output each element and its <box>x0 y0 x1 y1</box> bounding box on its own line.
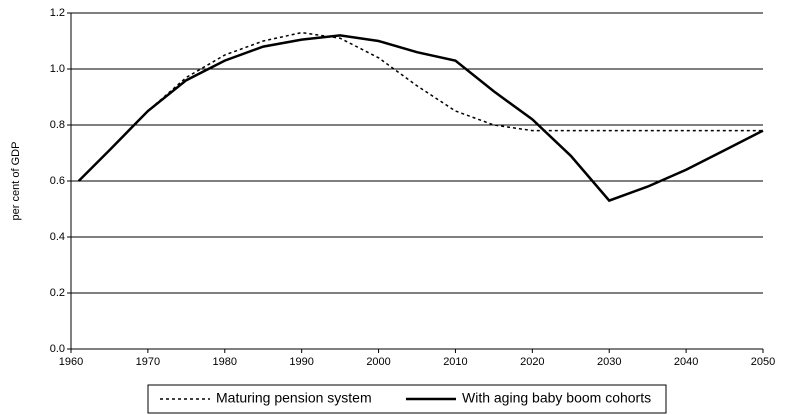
x-tick-label: 1990 <box>289 356 313 368</box>
x-tick-label: 2020 <box>520 356 544 368</box>
y-tick-label: 0.8 <box>50 119 65 131</box>
x-tick-label: 2030 <box>597 356 621 368</box>
x-tick-label: 2000 <box>366 356 390 368</box>
x-tick-label: 1980 <box>213 356 237 368</box>
y-tick-label: 1.2 <box>50 7 65 19</box>
series-line <box>77 34 764 203</box>
x-tick-label: 2050 <box>751 356 775 368</box>
x-tick-label: 2010 <box>443 356 467 368</box>
x-tick-label: 1960 <box>59 356 83 368</box>
y-tick-label: 0.0 <box>50 343 65 355</box>
y-axis-label: per cent of GDP <box>10 142 22 221</box>
y-tick-label: 0.6 <box>50 175 65 187</box>
y-tick-label: 0.4 <box>50 231 65 243</box>
x-tick-label: 1970 <box>136 356 160 368</box>
y-tick-label: 0.2 <box>50 287 65 299</box>
series-line <box>78 31 763 182</box>
y-tick-label: 1.0 <box>50 63 65 75</box>
x-tick-label: 2040 <box>674 356 698 368</box>
legend-label: Maturing pension system <box>216 390 372 406</box>
legend-label: With aging baby boom cohorts <box>462 390 651 406</box>
